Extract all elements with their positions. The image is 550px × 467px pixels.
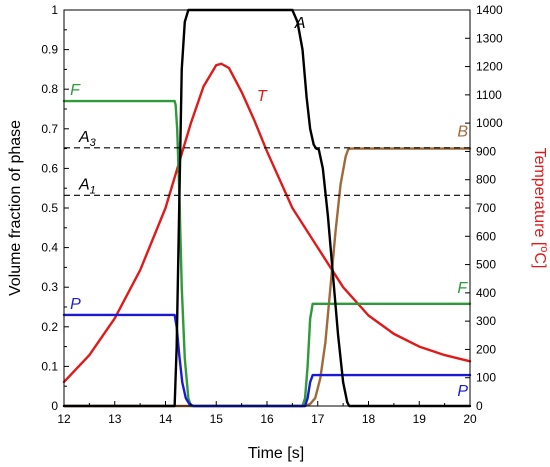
right-y-tick-label: 1000 bbox=[476, 116, 503, 130]
x-tick-label: 16 bbox=[260, 412, 274, 426]
reference-label-subscript: 1 bbox=[90, 184, 96, 196]
right-y-tick-label: 400 bbox=[476, 286, 496, 300]
right-y-tick-label: 200 bbox=[476, 342, 496, 356]
series-line-t bbox=[62, 62, 472, 384]
x-tick-label: 20 bbox=[463, 412, 477, 426]
series-line-a bbox=[62, 8, 472, 408]
left-y-axis: 0 0.1 0.2 0.3 0.4 0.5 0.6 0.7 0.8 0.9 1 bbox=[41, 3, 69, 413]
x-axis-title: Time [s] bbox=[248, 445, 304, 462]
left-y-tick-label: 0.9 bbox=[41, 43, 58, 57]
reference-label-base: A bbox=[78, 176, 90, 193]
x-tick-label: 13 bbox=[108, 412, 122, 426]
series-line-b bbox=[62, 147, 472, 408]
right-y-tick-label: 0 bbox=[476, 399, 483, 413]
curve-labels-group: A T F F P P B bbox=[70, 15, 468, 400]
curve-label-f: F bbox=[457, 280, 468, 297]
left-y-tick-label: 1 bbox=[51, 3, 58, 17]
x-tick-label: 15 bbox=[210, 412, 224, 426]
right-y-tick-label: 1300 bbox=[476, 31, 503, 45]
left-y-tick-label: 0.4 bbox=[41, 241, 58, 255]
left-y-tick-label: 0.3 bbox=[41, 280, 58, 294]
right-y-tick-label: 300 bbox=[476, 314, 496, 328]
right-y-tick-label: 900 bbox=[476, 144, 496, 158]
right-y-axis-title: Temperature [oC] bbox=[531, 148, 550, 269]
left-y-axis-title: Volume fraction of phase bbox=[7, 120, 24, 296]
data-series-group bbox=[62, 8, 472, 408]
x-tick-label: 19 bbox=[413, 412, 427, 426]
curve-label-p: P bbox=[457, 383, 468, 400]
right-y-tick-label: 1400 bbox=[476, 3, 503, 17]
x-axis: 12 13 14 15 16 17 18 19 20 bbox=[57, 401, 477, 426]
curve-label-p: P bbox=[70, 296, 81, 313]
reference-label-a3: A3 bbox=[78, 129, 97, 149]
right-y-tick-label: 500 bbox=[476, 258, 496, 272]
curve-label-t: T bbox=[257, 88, 268, 105]
left-y-tick-label: 0.5 bbox=[41, 201, 58, 215]
x-tick-label: 17 bbox=[311, 412, 325, 426]
right-y-tick-label: 1100 bbox=[476, 88, 502, 102]
reference-label-subscript: 3 bbox=[90, 137, 97, 149]
right-y-axis-title-unit: C] bbox=[531, 252, 548, 268]
right-y-tick-label: 700 bbox=[476, 201, 496, 215]
x-tick-label: 14 bbox=[159, 412, 173, 426]
curve-label-a: A bbox=[294, 15, 306, 32]
right-y-axis-title-degree: o bbox=[538, 246, 550, 252]
x-tick-label: 18 bbox=[362, 412, 376, 426]
left-y-tick-label: 0.1 bbox=[41, 359, 58, 373]
left-y-tick-label: 0.8 bbox=[41, 82, 58, 96]
right-y-tick-label: 800 bbox=[476, 173, 496, 187]
plot-frame bbox=[63, 9, 471, 407]
curve-label-f: F bbox=[70, 82, 81, 99]
left-y-tick-label: 0.7 bbox=[41, 122, 58, 136]
right-y-axis: 0 100 200 300 400 500 600 700 800 900 1000 1100 1200… bbox=[465, 3, 503, 413]
reference-label-base: A bbox=[78, 129, 90, 146]
curve-label-b: B bbox=[457, 124, 468, 141]
reference-label-a1: A1 bbox=[78, 176, 96, 196]
right-y-tick-label: 1200 bbox=[476, 60, 503, 74]
right-y-tick-label: 600 bbox=[476, 229, 496, 243]
left-y-tick-label: 0.2 bbox=[41, 320, 58, 334]
right-y-axis-title-main: Temperature [ bbox=[531, 148, 548, 247]
series-line-f bbox=[62, 99, 472, 408]
series-line-p bbox=[62, 313, 472, 408]
left-y-tick-label: 0.6 bbox=[41, 161, 58, 175]
x-tick-label: 12 bbox=[57, 412, 71, 426]
left-y-tick-label: 0 bbox=[51, 399, 58, 413]
right-y-tick-label: 100 bbox=[476, 371, 496, 385]
